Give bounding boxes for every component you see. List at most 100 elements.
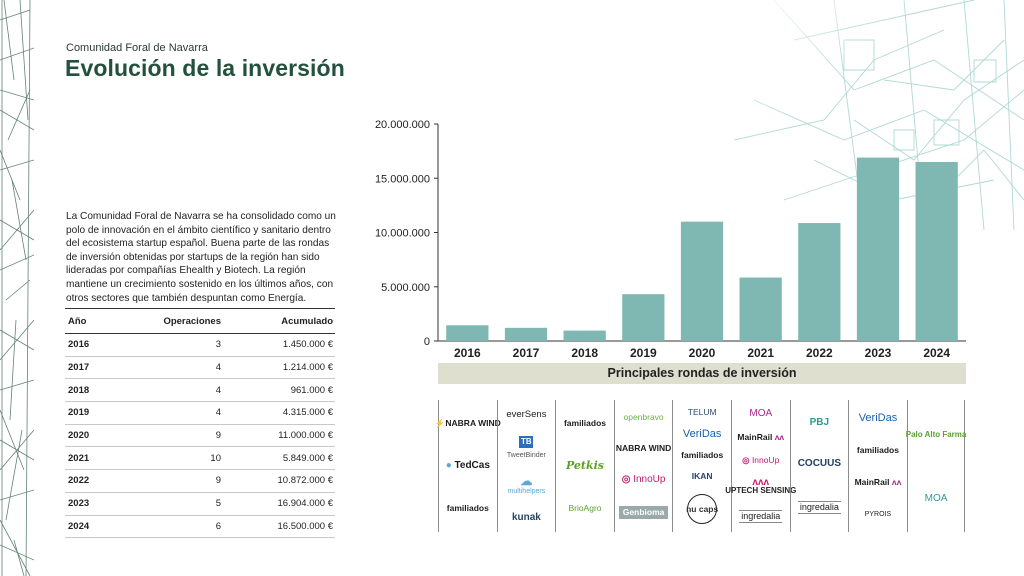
logo-column: MOA MainRail ʌʌ ◎ InnoUp ʌʌʌ UPTECH SENSI… [725,400,796,532]
logo-innoup: ◎ InnoUp [742,454,780,465]
cell-operations: 9 [135,469,223,493]
investment-table: Año Operaciones Acumulado 2016 3 1.450.000… [65,308,335,539]
table-row: 2022 9 10.872.000 € [65,469,335,493]
rounds-section-title: Principales rondas de inversión [438,363,966,384]
logo-innoup: ◎ InnoUp [621,473,666,485]
logo-ingredalia: ingredalia [797,500,841,514]
page-title: Evolución de la inversión [65,55,345,81]
x-tick-label: 2023 [865,346,892,360]
logo-column: everSens TB TweetBinder ☁ multihelpers kun… [496,400,556,532]
table-row: 2018 4 961.000 € [65,378,335,403]
logo-ingredalia: ingredalia [739,509,783,523]
cell-year: 2021 [65,446,135,471]
logo-column: ⚡NABRA WIND ● TedCas familiados [435,400,501,532]
cell-accumulated: 1.214.000 € [223,356,335,380]
cell-year: 2022 [65,469,135,493]
cell-operations: 5 [135,492,223,516]
table-row: 2021 10 5.849.000 € [65,446,335,471]
cell-operations: 4 [135,378,223,403]
y-tick-label: 10.000.000 [375,228,430,240]
cell-operations: 4 [135,356,223,380]
logo-nabra-wind: ⚡NABRA WIND [434,418,501,428]
mainrail-icon: ʌʌ [889,476,902,487]
cell-operations: 9 [135,424,223,448]
cell-year: 2017 [65,356,135,380]
bar-2016 [446,325,489,341]
logo-column: PBJ COCUUS ingredalia [789,400,849,532]
y-tick-label: 20.000.000 [375,119,430,131]
cell-accumulated: 961.000 € [223,378,335,403]
logo-familiados: familiados [446,503,489,513]
cell-accumulated: 5.849.000 € [223,446,335,471]
logo-pyrois: PYROIS [864,510,892,518]
investment-bar-chart: 0 5.000.000 10.000.000 15.000.000 20.000.000… [375,119,966,360]
street-map-right-decoration [734,0,1024,230]
table-row: 2020 9 11.000.000 € [65,424,335,448]
logo-multihelpers: ☁ multihelpers [507,473,546,495]
bar-2024 [915,161,958,341]
logo-openbravo: openbravo [623,412,664,423]
bar-2022 [798,223,841,341]
x-tick-label: 2020 [689,346,716,360]
cell-year: 2016 [65,333,135,357]
logo-nabra-wind: NABRA WIND [615,443,672,454]
logo-tweetbinder: TB TweetBinder [506,436,546,460]
street-map-left-decoration [0,0,34,576]
logo-familiados: familiados [563,417,606,428]
column-header-year: Año [65,308,135,334]
bar-2020 [680,221,724,341]
logo-column: Palo Alto Farma MOA [905,400,967,532]
table-header-row: Año Operaciones Acumulado [65,308,335,334]
y-tick-label: 15.000.000 [375,173,430,185]
x-tick-label: 2024 [923,346,950,360]
logo-moa: MOA [924,492,948,504]
logo-palo-alto-farma: Palo Alto Farma [905,429,967,439]
x-tick-label: 2022 [806,346,833,360]
uptech-icon: ʌʌʌ [752,477,770,489]
column-header-operations: Operaciones [135,308,223,334]
table-row: 2019 4 4.315.000 € [65,401,335,425]
x-tick-label: 2016 [454,346,481,360]
bar-2019 [622,294,665,341]
bar-2017 [504,327,548,341]
cell-accumulated: 1.450.000 € [223,333,335,357]
logo-tedcas: ● TedCas [445,460,490,471]
table-row: 2023 5 16.904.000 € [65,492,335,516]
y-tick-label: 5.000.000 [381,282,430,294]
bar-2018 [563,330,606,341]
logo-mainrail: MainRail ʌʌ [737,431,785,442]
cell-accumulated: 11.000.000 € [223,424,335,448]
column-header-accumulated: Acumulado [223,308,335,334]
logo-telum: TELUM [687,407,717,418]
page-subtitle: Comunidad Foral de Navarra [66,42,208,54]
table-row: 2024 6 16.500.000 € [65,515,335,539]
logo-ikan: IKAN [691,471,713,482]
x-tick-label: 2018 [571,346,598,360]
drop-icon: ● [445,460,455,471]
bar-2023 [856,157,900,341]
cell-accumulated: 4.315.000 € [223,401,335,425]
logo-veridas: VeriDas [858,411,898,424]
mainrail-icon: ʌʌ [772,431,785,442]
logo-column: openbravo NABRA WIND ◎ InnoUp Genbioma [613,400,673,532]
cell-operations: 10 [135,446,223,471]
innoup-icon: ◎ [621,473,634,485]
table-row: 2017 4 1.214.000 € [65,356,335,380]
rounds-logo-grid: ⚡NABRA WIND ● TedCas familiados everSens… [435,400,967,532]
logo-genbioma: Genbioma [618,505,669,519]
x-tick-label: 2021 [747,346,774,360]
cell-year: 2023 [65,492,135,516]
cell-operations: 4 [135,401,223,425]
logo-uptech-sensing: ʌʌʌ UPTECH SENSING [725,477,797,496]
cell-year: 2024 [65,515,135,539]
cell-accumulated: 16.904.000 € [223,492,335,516]
logo-cocuus: COCUUS [797,458,842,470]
cell-accumulated: 10.872.000 € [223,469,335,493]
logo-veridas: VeriDas [682,427,722,440]
logo-familiados: familiados [856,444,899,455]
logo-petkis: Petkis [565,459,605,473]
cell-operations: 6 [135,515,223,539]
cell-operations: 3 [135,333,223,357]
logo-column: TELUM VeriDas familiados IKAN nu caps [672,400,731,532]
logo-familiados: familiados [681,449,724,460]
